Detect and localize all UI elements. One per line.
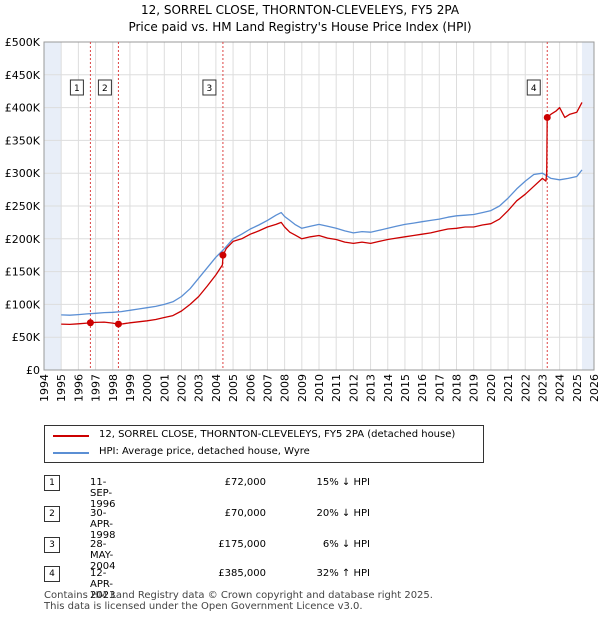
x-tick-label: 2008 — [279, 374, 292, 402]
footer-license: This data is licensed under the Open Gov… — [44, 601, 363, 612]
transaction-number: 3 — [44, 537, 60, 553]
x-tick-label: 2012 — [347, 374, 360, 402]
y-tick-label: £100K — [5, 298, 41, 311]
x-tick-label: 2006 — [244, 374, 257, 402]
y-tick-label: £350K — [5, 134, 41, 147]
transaction-number: 4 — [44, 566, 60, 582]
x-tick-label: 2007 — [261, 374, 274, 402]
x-tick-label: 1996 — [72, 374, 85, 402]
x-tick-label: 2005 — [227, 374, 240, 402]
legend-swatch-property — [53, 435, 89, 437]
x-tick-label: 2009 — [296, 374, 309, 402]
price-chart: 12, SORREL CLOSE, THORNTON-CLEVELEYS, FY… — [5, 3, 600, 402]
legend-label-property: 12, SORREL CLOSE, THORNTON-CLEVELEYS, FY… — [99, 429, 456, 440]
transaction-number: 1 — [44, 475, 60, 491]
y-tick-label: £400K — [5, 102, 41, 115]
property-series-line — [61, 102, 583, 326]
x-tick-label: 1995 — [55, 374, 68, 402]
x-tick-label: 2026 — [588, 374, 600, 402]
x-tick-label: 1999 — [124, 374, 137, 402]
x-tick-label: 2022 — [519, 374, 532, 402]
footer-copyright: Contains HM Land Registry data © Crown c… — [44, 590, 433, 601]
x-tick-label: 2024 — [554, 374, 567, 402]
transaction-price: £175,000 — [218, 539, 266, 550]
transaction-label: 3 — [202, 79, 217, 96]
x-tick-label: 2013 — [365, 374, 378, 402]
transaction-label-box — [202, 79, 217, 96]
y-tick-label: £250K — [5, 200, 41, 213]
y-tick-label: £50K — [12, 331, 41, 344]
plot-border — [43, 41, 595, 371]
y-tick-label: £0 — [26, 364, 40, 377]
y-tick-label: £150K — [5, 266, 41, 279]
x-tick-label: 2003 — [193, 374, 206, 402]
chart-title: 12, SORREL CLOSE, THORNTON-CLEVELEYS, FY… — [141, 3, 460, 17]
x-tick-label: 1994 — [38, 374, 51, 402]
x-tick-label: 2018 — [451, 374, 464, 402]
x-tick-label: 2020 — [485, 374, 498, 402]
transaction-date: 30-APR-1998 — [90, 508, 116, 541]
transaction-price: £385,000 — [218, 568, 266, 579]
transaction-date: 28-MAY-2004 — [90, 539, 116, 572]
x-tick-label: 1997 — [90, 374, 103, 402]
transaction-label: 2 — [97, 79, 112, 96]
legend: 12, SORREL CLOSE, THORNTON-CLEVELEYS, FY… — [44, 425, 484, 463]
transaction-label-box — [69, 79, 84, 96]
transaction-hpi: 20% ↓ HPI — [316, 508, 370, 519]
x-tick-label: 2014 — [382, 374, 395, 402]
y-tick-label: £200K — [5, 233, 41, 246]
transaction-hpi: 6% ↓ HPI — [322, 539, 370, 550]
transaction-label-text: 3 — [207, 84, 213, 94]
x-tick-label: 2004 — [210, 374, 223, 402]
legend-label-hpi: HPI: Average price, detached house, Wyre — [99, 446, 310, 457]
x-tick-label: 2000 — [141, 374, 154, 402]
x-tick-label: 2011 — [330, 374, 343, 402]
footer: Contains HM Land Registry data © Crown c… — [44, 590, 433, 612]
transaction-point — [114, 320, 122, 328]
transaction-label-text: 4 — [531, 84, 537, 94]
x-tick-label: 2017 — [433, 374, 446, 402]
transaction-price: £70,000 — [224, 508, 266, 519]
transaction-date: 11-SEP-1996 — [90, 477, 116, 510]
transaction-point — [86, 319, 94, 327]
hpi-series-line — [61, 169, 583, 316]
x-tick-label: 2002 — [176, 374, 189, 402]
transaction-label: 1 — [69, 79, 84, 96]
x-tick-label: 2025 — [571, 374, 584, 402]
y-tick-label: £300K — [5, 167, 41, 180]
transaction-point — [219, 251, 227, 259]
transaction-point — [543, 113, 551, 121]
x-tick-label: 2015 — [399, 374, 412, 402]
x-tick-label: 2023 — [536, 374, 549, 402]
transaction-label-text: 1 — [74, 84, 80, 94]
transaction-date: 12-APR-2023 — [90, 568, 116, 601]
transaction-number: 2 — [44, 506, 60, 522]
x-tick-label: 2021 — [502, 374, 515, 402]
transaction-label-box — [97, 79, 112, 96]
y-tick-label: £450K — [5, 69, 41, 82]
x-tick-label: 2016 — [416, 374, 429, 402]
x-tick-label: 1998 — [107, 374, 120, 402]
x-tick-label: 2019 — [468, 374, 481, 402]
chart-subtitle: Price paid vs. HM Land Registry's House … — [128, 20, 471, 34]
transaction-label: 4 — [526, 79, 541, 96]
x-tick-label: 2010 — [313, 374, 326, 402]
transaction-label-box — [526, 79, 541, 96]
transaction-label-text: 2 — [102, 84, 108, 94]
transaction-price: £72,000 — [224, 477, 266, 488]
y-tick-label: £500K — [5, 36, 41, 49]
transaction-hpi: 15% ↓ HPI — [316, 477, 370, 488]
x-tick-label: 2001 — [158, 374, 171, 402]
transaction-hpi: 32% ↑ HPI — [316, 568, 370, 579]
legend-swatch-hpi — [53, 452, 89, 454]
